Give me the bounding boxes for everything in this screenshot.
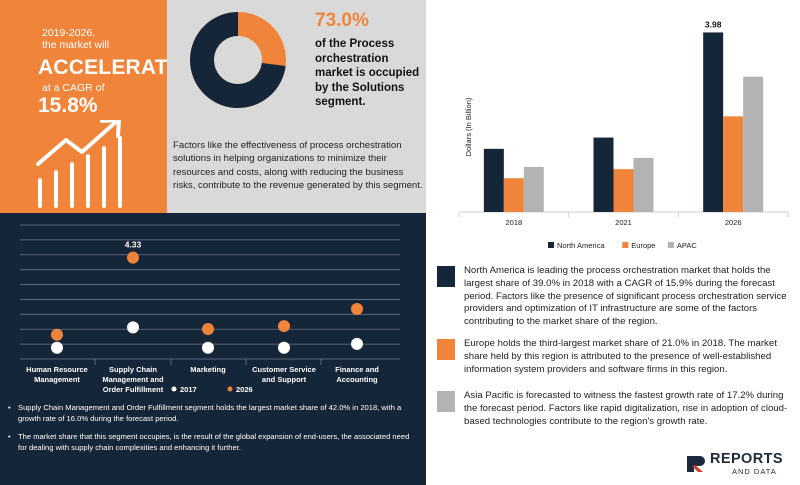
- europe-text: Europe holds the third-largest market sh…: [464, 338, 777, 375]
- dot-2026-customer-service-and-support: [278, 320, 290, 333]
- bar-europe-2021: [613, 169, 634, 212]
- segment-factors-text: Factors like the effectiveness of proces…: [173, 140, 423, 191]
- bullet-item: Supply Chain Management and Order Fulfil…: [8, 402, 418, 424]
- application-bullet-list: Supply Chain Management and Order Fulfil…: [8, 402, 418, 460]
- north-america-text: North America is leading the process orc…: [464, 265, 787, 328]
- bar-chart-x-tick-2021: 2021: [615, 218, 632, 227]
- logo-text-reports: REPORTS: [710, 451, 783, 467]
- dot-2026-supply-chain-management-and-order-fulfillment: [127, 251, 139, 264]
- dot-2026-marketing: [202, 322, 214, 335]
- dot-chart-x-label-customer-service-and-support: Customer Service and Support: [252, 365, 316, 384]
- legend-swatch-europe: [622, 242, 629, 248]
- dot-2026-human-resource-management: [51, 328, 63, 341]
- north-america-color-square: [437, 266, 455, 287]
- cagr-period: 2019-2026, the market will: [42, 27, 109, 51]
- cagr-headline: ACCELERATE: [38, 56, 182, 79]
- legend-swatch-north-america: [548, 242, 554, 248]
- dot-legend-label-2026: 2026: [236, 385, 253, 394]
- cagr-panel: 2019-2026, the market will ACCELERATE at…: [0, 0, 182, 213]
- donut-solutions-slice: [190, 12, 286, 108]
- regional-bar-chart: Dollars (In Billion) 2018 2021 2026 3.98 Nort…: [458, 19, 789, 250]
- dot-legend-marker-2017: [171, 386, 177, 392]
- bullet-item: The market share that this segment occup…: [8, 431, 418, 453]
- dot-chart-data-label: 4.33: [125, 240, 142, 250]
- reports-and-data-logo: REPORTS AND DATA: [686, 451, 796, 481]
- segment-panel: 73.0% of the Process orchestration marke…: [167, 0, 426, 213]
- reports-and-data-logo-icon: [687, 456, 705, 472]
- cagr-period-line1: 2019-2026,: [42, 27, 96, 39]
- dot-chart-x-label-human-resource-management: Human Resource Management: [26, 365, 88, 384]
- dot-2017-supply-chain-management-and-order-fulfillment: [127, 321, 139, 334]
- dot-2017-customer-service-and-support: [278, 341, 290, 354]
- dot-legend-marker-2026: [227, 386, 233, 392]
- dot-chart-x-label-finance-and-accounting: Finance and Accounting: [335, 365, 379, 384]
- legend-swatch-apac: [667, 242, 674, 248]
- bar-chart-x-tick-2026: 2026: [725, 218, 742, 227]
- dot-2017-finance-and-accounting: [351, 337, 363, 350]
- europe-color-square: [437, 339, 455, 360]
- bar-north-america-2021: [593, 137, 614, 212]
- growth-arrow-bars-icon: [36, 120, 122, 208]
- bar-north-america-2018: [483, 148, 504, 212]
- dot-2017-human-resource-management: [51, 341, 63, 354]
- dot-2026-finance-and-accounting: [351, 302, 363, 315]
- bar-apac-2026: [743, 76, 764, 213]
- bar-europe-2018: [503, 178, 524, 212]
- bar-europe-2026: [723, 116, 744, 212]
- segment-share-description: of the Process orchestration market is o…: [315, 38, 420, 108]
- cagr-period-line2: the market will: [42, 39, 110, 51]
- dot-legend-label-2017: 2017: [180, 385, 197, 394]
- dot-chart-x-label-marketing: Marketing: [190, 365, 226, 374]
- bar-apac-2018: [523, 166, 544, 212]
- apac-color-square: [437, 391, 455, 412]
- dot-2017-marketing: [202, 341, 214, 354]
- application-panel: 4.33 Human Resource Management Supply Chain…: [0, 213, 426, 485]
- apac-text: Asia Pacific is forecasted to witness th…: [464, 390, 788, 427]
- legend-label-north-america: North America: [557, 241, 605, 250]
- cagr-rate-prefix: at a CAGR of: [42, 82, 105, 94]
- bar-chart-x-tick-2018: 2018: [505, 218, 522, 227]
- bar-north-america-2026: [703, 32, 724, 212]
- bar-chart-data-label: 3.98: [705, 19, 722, 29]
- dot-chart-x-label-supply-chain-management-and-order-fulfillment: Supply Chain Management and Order Fulfillm…: [102, 365, 164, 394]
- bar-apac-2021: [633, 157, 654, 212]
- legend-label-europe: Europe: [631, 241, 655, 250]
- logo-text-and-data: AND DATA: [732, 467, 777, 476]
- segment-share-value: 73.0%: [315, 10, 369, 31]
- cagr-rate: 15.8%: [38, 94, 98, 117]
- legend-label-apac: APAC: [677, 241, 697, 250]
- application-dot-chart: 4.33 Human Resource Management Supply Chain…: [20, 224, 400, 394]
- bar-chart-y-axis-label: Dollars (In Billion): [464, 97, 473, 156]
- solutions-share-donut: [190, 12, 286, 108]
